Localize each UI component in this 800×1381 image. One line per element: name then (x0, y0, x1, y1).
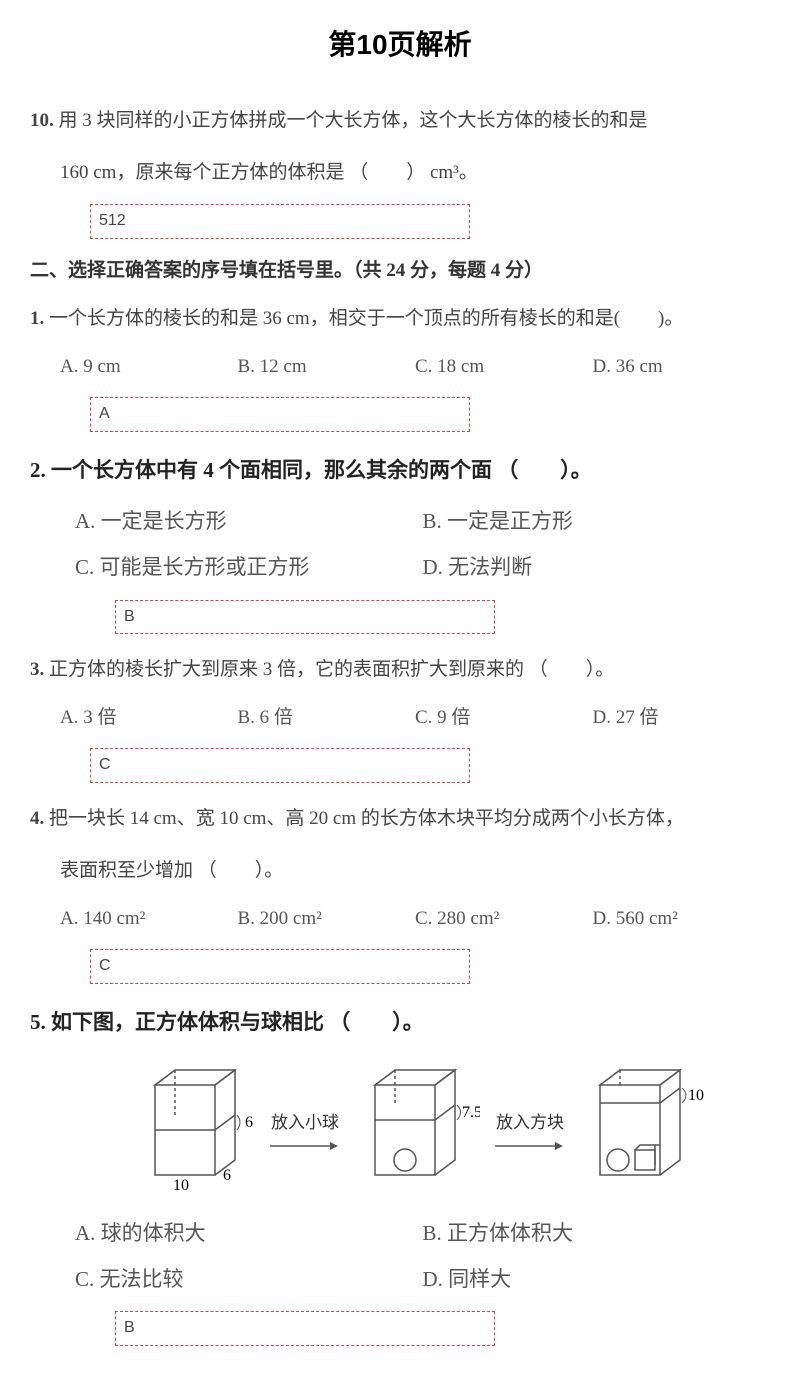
arrow-2: 放入方块 (495, 1108, 565, 1153)
page-title: 第10页解析 (30, 20, 770, 70)
q4-opt-c: C. 280 cm² (415, 902, 593, 936)
q4-opt-a: A. 140 cm² (60, 902, 238, 936)
q1-answer: A (90, 397, 470, 432)
dim-7-5: 7.5 (462, 1104, 480, 1121)
q5-opt-c: C. 无法比较 (75, 1261, 423, 1299)
q10-line2: 160 cm，原来每个正方体的体积是 （ ） cm³。 (30, 152, 770, 194)
q1-opt-d: D. 36 cm (593, 350, 771, 384)
q2-options: A. 一定是长方形 B. 一定是正方形 C. 可能是长方形或正方形 D. 无法判… (30, 503, 770, 595)
q3-opt-b: B. 6 倍 (238, 701, 416, 735)
q2-opt-c: C. 可能是长方形或正方形 (75, 549, 423, 587)
q10-answer: 512 (90, 204, 470, 239)
q4-line2: 表面积至少增加 （ ）。 (30, 850, 770, 892)
q5-text: 5. 如下图，正方体体积与球相比 （ ）。 (30, 999, 770, 1045)
q10-line1: 10. 用 3 块同样的小正方体拼成一个大长方体，这个大长方体的棱长的和是 (30, 100, 770, 142)
dim-6a: 6 (245, 1114, 253, 1131)
q4-opt-d: D. 560 cm² (593, 902, 771, 936)
q2-num: 2. (30, 458, 46, 482)
q3-answer: C (90, 748, 470, 783)
q5-options: A. 球的体积大 B. 正方体体积大 C. 无法比较 D. 同样大 (30, 1215, 770, 1307)
q2-text: 2. 一个长方体中有 4 个面相同，那么其余的两个面 （ ）。 (30, 447, 770, 493)
cube-1: 6 10 6 (135, 1065, 255, 1195)
q3-opt-a: A. 3 倍 (60, 701, 238, 735)
q10-num: 10. (30, 110, 54, 131)
q4-options: A. 140 cm² B. 200 cm² C. 280 cm² D. 560 … (30, 902, 770, 944)
q5-opt-b: B. 正方体体积大 (423, 1215, 771, 1253)
cube-3: 10 (580, 1065, 705, 1195)
section-2-header: 二、选择正确答案的序号填在括号里。（共 24 分，每题 4 分） (30, 254, 770, 288)
q3-options: A. 3 倍 B. 6 倍 C. 9 倍 D. 27 倍 (30, 701, 770, 743)
q4-answer: C (90, 949, 470, 984)
question-10: 10. 用 3 块同样的小正方体拼成一个大长方体，这个大长方体的棱长的和是 16… (30, 100, 770, 238)
q3-text: 3. 正方体的棱长扩大到原来 3 倍，它的表面积扩大到原来的 （ ）。 (30, 649, 770, 691)
q3-num: 3. (30, 659, 44, 680)
cube-2: 7.5 (355, 1065, 480, 1195)
q3-opt-c: C. 9 倍 (415, 701, 593, 735)
question-3: 3. 正方体的棱长扩大到原来 3 倍，它的表面积扩大到原来的 （ ）。 A. 3… (30, 649, 770, 783)
q4-opt-b: B. 200 cm² (238, 902, 416, 936)
q4-num: 4. (30, 808, 44, 829)
q1-opt-b: B. 12 cm (238, 350, 416, 384)
q2-answer: B (115, 600, 495, 635)
q5-opt-a: A. 球的体积大 (75, 1215, 423, 1253)
q4-line1: 4. 把一块长 14 cm、宽 10 cm、高 20 cm 的长方体木块平均分成… (30, 798, 770, 840)
dim-10: 10 (173, 1177, 189, 1194)
q1-options: A. 9 cm B. 12 cm C. 18 cm D. 36 cm (30, 350, 770, 392)
question-1: 1. 一个长方体的棱长的和是 36 cm，相交于一个顶点的所有棱长的和是( )。… (30, 298, 770, 432)
q1-opt-a: A. 9 cm (60, 350, 238, 384)
q1-text: 1. 一个长方体的棱长的和是 36 cm，相交于一个顶点的所有棱长的和是( )。 (30, 298, 770, 340)
q5-num: 5. (30, 1010, 46, 1034)
q1-num: 1. (30, 308, 44, 329)
dim-6b: 6 (223, 1167, 231, 1184)
dim-10b: 10 (688, 1087, 704, 1104)
q5-diagram: 6 10 6 放入小球 7.5 (30, 1065, 770, 1195)
question-5: 5. 如下图，正方体体积与球相比 （ ）。 6 10 6 放 (30, 999, 770, 1347)
q2-opt-d: D. 无法判断 (423, 549, 771, 587)
question-2: 2. 一个长方体中有 4 个面相同，那么其余的两个面 （ ）。 A. 一定是长方… (30, 447, 770, 635)
q2-opt-a: A. 一定是长方形 (75, 503, 423, 541)
q5-answer: B (115, 1311, 495, 1346)
q2-opt-b: B. 一定是正方形 (423, 503, 771, 541)
q3-opt-d: D. 27 倍 (593, 701, 771, 735)
arrow-1: 放入小球 (270, 1108, 340, 1153)
question-4: 4. 把一块长 14 cm、宽 10 cm、高 20 cm 的长方体木块平均分成… (30, 798, 770, 984)
q5-opt-d: D. 同样大 (423, 1261, 771, 1299)
q1-opt-c: C. 18 cm (415, 350, 593, 384)
